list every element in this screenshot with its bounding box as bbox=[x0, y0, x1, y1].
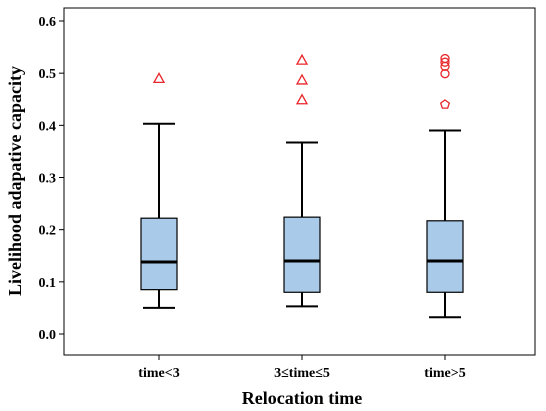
box-group-1 bbox=[140, 72, 178, 309]
outlier-circle bbox=[440, 57, 450, 67]
x-axis: time<3 3≤time≤5 time>5 bbox=[138, 355, 466, 381]
outlier-triangle bbox=[295, 73, 309, 85]
iqr-box bbox=[283, 216, 321, 293]
x-tick-label: 3≤time≤5 bbox=[274, 366, 330, 381]
box-group-2 bbox=[283, 53, 321, 308]
outlier-triangle bbox=[295, 93, 309, 105]
y-axis: 0.0 0.1 0.2 0.3 0.4 0.5 0.6 bbox=[39, 15, 64, 343]
iqr-box bbox=[140, 217, 178, 291]
outlier-triangle bbox=[295, 53, 309, 65]
y-tick-label: 0.1 bbox=[39, 276, 57, 291]
outlier-pentagon bbox=[439, 99, 451, 109]
box-group-3 bbox=[426, 53, 464, 319]
plot-frame bbox=[63, 7, 536, 356]
y-axis-title: Livelihood adapative capacity bbox=[5, 66, 25, 296]
x-tick-label: time<3 bbox=[138, 366, 179, 381]
x-tick-label: time>5 bbox=[424, 366, 465, 381]
boxes-layer bbox=[140, 53, 464, 319]
iqr-box bbox=[426, 220, 464, 293]
y-tick-label: 0.3 bbox=[39, 172, 57, 187]
outlier-circle bbox=[440, 69, 450, 79]
y-tick-label: 0.2 bbox=[39, 224, 57, 239]
outlier-circle bbox=[440, 61, 450, 72]
plot-area-border bbox=[63, 7, 536, 356]
y-tick-label: 0.0 bbox=[39, 328, 57, 343]
y-tick-label: 0.4 bbox=[39, 119, 57, 134]
y-tick-label: 0.5 bbox=[39, 67, 57, 82]
outlier-triangle bbox=[152, 72, 166, 84]
y-tick-label: 0.6 bbox=[39, 15, 57, 30]
x-axis-title: Relocation time bbox=[242, 388, 362, 408]
